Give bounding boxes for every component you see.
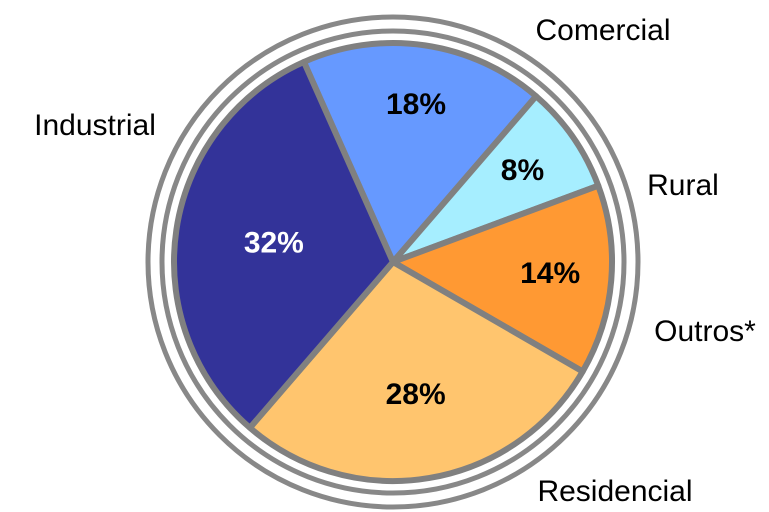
pie-slice	[171, 58, 396, 431]
category-label: Residencial	[537, 475, 692, 508]
category-label: Industrial	[34, 109, 156, 142]
category-label: Outros*	[654, 315, 756, 348]
category-label: Comercial	[535, 14, 670, 47]
pie-slice	[300, 40, 540, 265]
data-label: 18%	[386, 88, 446, 121]
pie-slice	[390, 182, 615, 375]
data-label: 32%	[244, 226, 304, 259]
data-label: 28%	[386, 378, 446, 411]
category-label: Rural	[647, 169, 719, 202]
pie-slice	[246, 259, 586, 484]
data-label: 8%	[501, 154, 544, 187]
data-label: 14%	[520, 257, 580, 290]
